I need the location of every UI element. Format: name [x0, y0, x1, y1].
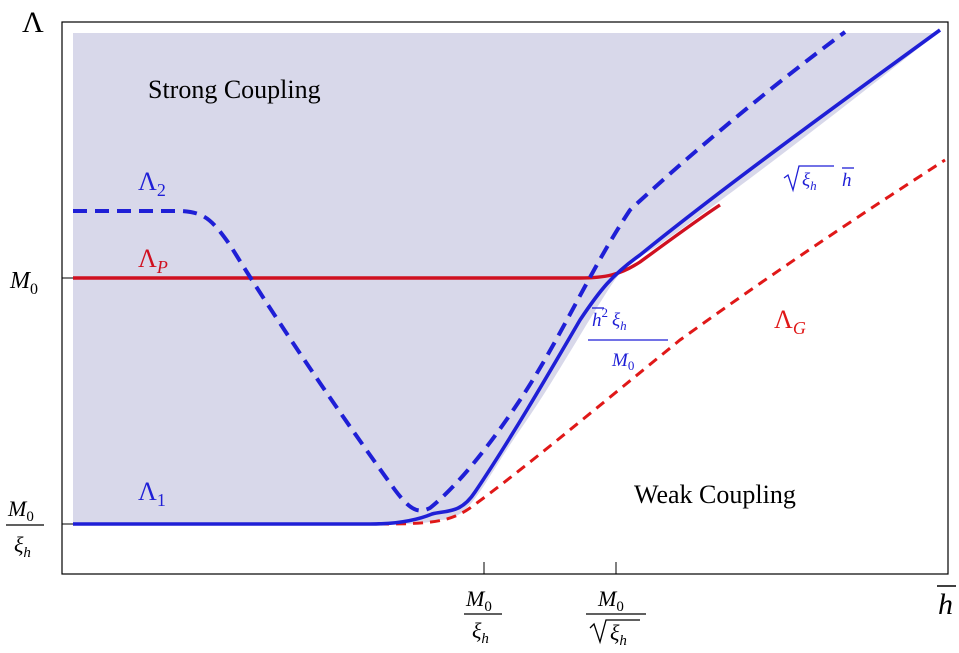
- lambda-p-label: ΛP: [138, 244, 168, 277]
- svg-text:M0: M0: [7, 496, 34, 525]
- svg-text:ξh: ξh: [472, 618, 489, 647]
- svg-text:M0: M0: [597, 586, 624, 615]
- x-axis-title: h: [937, 585, 956, 621]
- svg-text:ξh: ξh: [14, 532, 31, 561]
- x-tick-label-m0-over-xi: M0 ξh: [464, 586, 502, 647]
- x-axis-title-text: h: [938, 588, 953, 621]
- svg-text:ξh: ξh: [610, 620, 627, 648]
- plot-frame: [61, 21, 949, 575]
- svg-text:M0: M0: [611, 350, 634, 373]
- lambda-2-label: Λ2: [138, 167, 166, 200]
- lambda-2-curve: [73, 30, 847, 513]
- y-axis-title: Λ: [22, 6, 44, 39]
- svg-text:ξh: ξh: [802, 170, 817, 193]
- svg-text:M0: M0: [9, 268, 38, 298]
- y-tick-label-m0: M0: [9, 268, 38, 298]
- y-tick-label-m0-over-xi: M0 ξh: [6, 496, 44, 561]
- hbar-squared-over-m0-annotation: h2 ξh M0: [588, 305, 668, 373]
- lambda-1-label: Λ1: [138, 477, 166, 510]
- lambda-g-curve: [73, 158, 946, 526]
- x-tick-label-m0-over-sqrt-xi: M0 ξh: [586, 586, 646, 649]
- lambda-g-label: ΛG: [774, 305, 806, 338]
- weak-coupling-label: Weak Coupling: [634, 480, 796, 509]
- sqrt-xi-h-annotation: ξh h: [783, 165, 854, 193]
- strong-coupling-label: Strong Coupling: [148, 75, 321, 104]
- lambda-1-curve: [73, 28, 942, 526]
- svg-text:M0: M0: [465, 586, 492, 615]
- lambda-p-curve: [73, 203, 721, 280]
- svg-text:h: h: [842, 170, 852, 191]
